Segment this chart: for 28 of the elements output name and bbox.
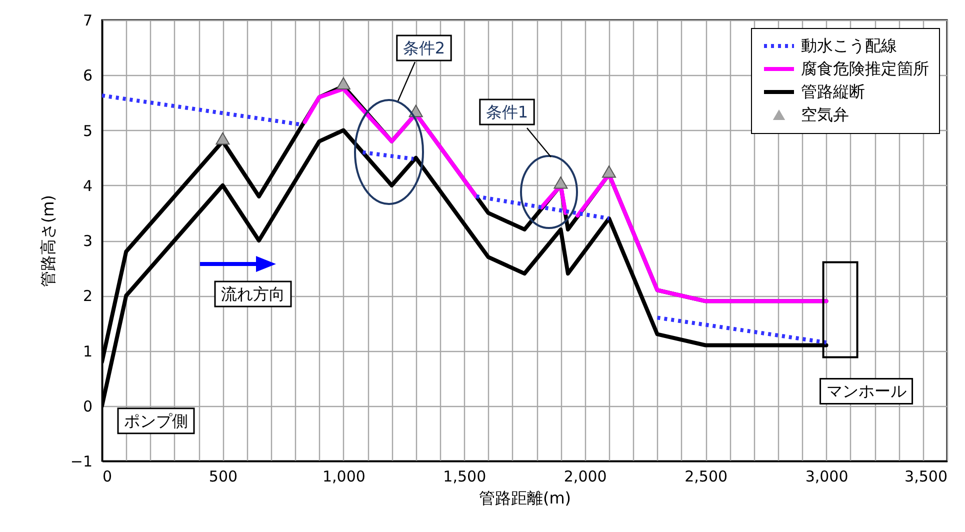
x-tick-label: 1,500: [443, 468, 486, 486]
annotation: 条件2: [402, 38, 446, 58]
y-axis-title: 管路高さ(m): [38, 194, 58, 288]
legend-label: 空気弁: [801, 105, 849, 124]
y-tick-label: 6: [82, 66, 92, 85]
x-tick-label: 3,500: [904, 468, 948, 486]
x-tick-label: 1,000: [322, 468, 366, 486]
legend-label: 管路縦断: [801, 82, 865, 101]
legend-label: 動水こう配線: [801, 36, 897, 55]
x-tick-label: 0: [102, 468, 112, 486]
y-tick-label: 2: [82, 287, 92, 306]
annotation: 流れ方向: [221, 284, 285, 304]
y-tick-label: −1: [70, 452, 92, 470]
x-tick-label: 2,500: [684, 468, 728, 486]
y-tick-label: 0: [82, 397, 92, 416]
y-tick-label: 7: [82, 12, 92, 30]
legend-label: 腐食危険推定箇所: [801, 59, 929, 78]
y-tick-label: 1: [82, 342, 92, 360]
y-tick-label: 3: [82, 232, 92, 250]
x-tick-label: 2,000: [564, 468, 607, 486]
annotation: マンホール: [826, 382, 906, 401]
y-tick-label: 4: [82, 176, 92, 195]
y-tick-label: 5: [82, 122, 92, 140]
annotation: 条件1: [486, 102, 528, 122]
x-tick-label: 3,000: [805, 468, 848, 486]
x-tick-label: 500: [208, 468, 238, 486]
annotation: ポンプ側: [124, 411, 188, 430]
x-axis-title: 管路距離(m): [478, 488, 572, 508]
